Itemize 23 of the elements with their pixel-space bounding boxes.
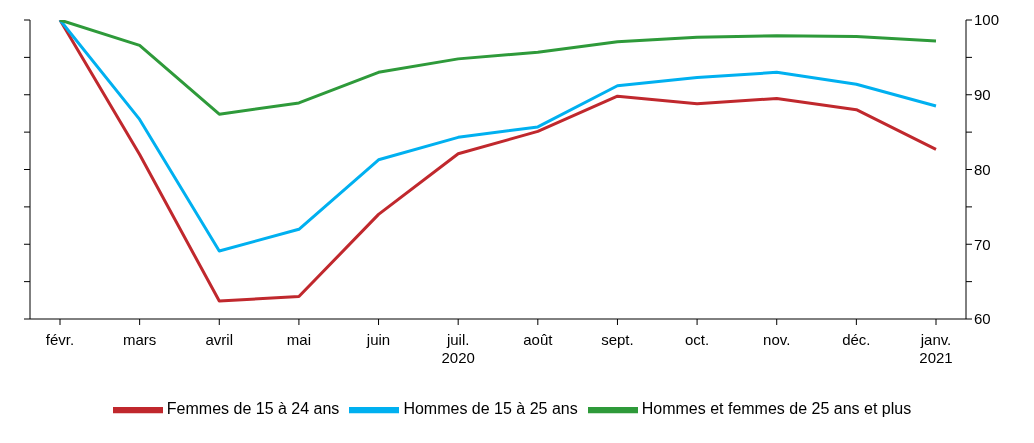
legend-label: Hommes de 15 à 25 ans [403,400,578,418]
x-tick-label: mai [286,330,311,348]
x-tick-label: juil. 2020 [441,330,475,366]
y-tick-label: 80 [974,160,991,178]
x-tick-label: sept. [601,330,634,348]
y-tick-label: 70 [974,235,991,253]
y-tick-label: 90 [974,86,991,104]
x-tick-label: déc. [842,330,871,348]
x-tick-label: janv. 2021 [919,330,953,366]
y-tick-label: 60 [974,310,991,328]
x-tick-label: août [523,330,554,348]
line-series [58,20,938,303]
x-tick-label: févr. [45,330,75,348]
x-tick-label: avril [205,330,234,348]
x-tick-label: juin [365,330,391,348]
x-tick-label: oct. [685,330,710,348]
line-series [58,20,938,116]
legend-label: Hommes et femmes de 25 ans et plus [641,400,912,418]
y-tick-label: 100 [974,11,1000,29]
legend-label: Femmes de 15 à 24 ans [166,400,340,418]
x-tick-label: nov. [763,330,791,348]
line-series [58,20,938,253]
x-tick-label: mars [122,330,157,348]
